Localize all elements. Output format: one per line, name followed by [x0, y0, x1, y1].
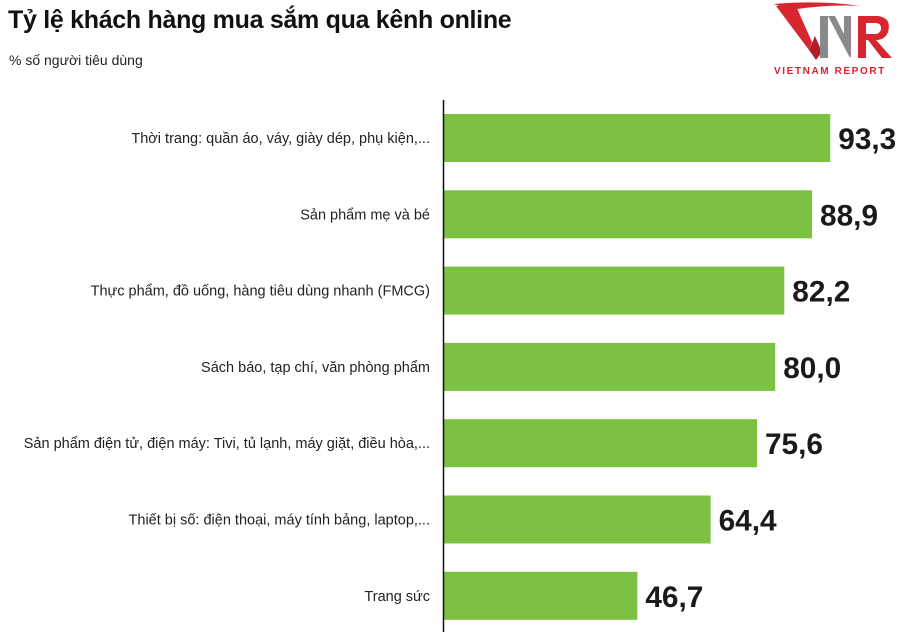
value-label-4: 75,6	[765, 428, 823, 461]
category-label-1: Sản phẩm mẹ và bé	[300, 207, 430, 223]
value-label-3: 80,0	[783, 352, 841, 385]
value-label-6: 46,7	[645, 581, 703, 614]
bar-6	[444, 571, 638, 620]
bar-0	[444, 114, 831, 162]
category-label-3: Sách báo, tạp chí, văn phòng phẩm	[201, 360, 430, 376]
bar-5	[444, 495, 711, 544]
category-label-5: Thiết bị số: điện thoại, máy tính bảng, …	[129, 513, 430, 529]
bar-1	[444, 190, 813, 239]
vnr-logo-icon	[774, 2, 892, 60]
value-label-5: 64,4	[719, 505, 777, 538]
logo-text: VIETNAM REPORT	[774, 66, 886, 77]
value-label-1: 88,9	[820, 199, 878, 232]
category-label-4: Sản phẩm điện tử, điện máy: Tivi, tủ lạn…	[24, 436, 430, 452]
category-label-0: Thời trang: quần áo, váy, giày dép, phụ …	[131, 131, 430, 147]
bar-2	[444, 266, 785, 315]
value-label-0: 93,3	[838, 123, 896, 156]
value-label-2: 82,2	[792, 276, 850, 309]
chart-subtitle: % số người tiêu dùng	[9, 52, 143, 68]
vietnam-report-logo: VIETNAM REPORT	[760, 0, 905, 80]
category-label-6: Trang sức	[364, 589, 430, 605]
bar-4	[444, 419, 757, 468]
bar-3	[444, 342, 776, 391]
category-label-2: Thực phẩm, đồ uống, hàng tiêu dùng nhanh…	[91, 284, 430, 300]
chart-title: Tỷ lệ khách hàng mua sắm qua kênh online	[8, 6, 512, 34]
bars-layer: Thời trang: quần áo, váy, giày dép, phụ …	[24, 114, 896, 620]
